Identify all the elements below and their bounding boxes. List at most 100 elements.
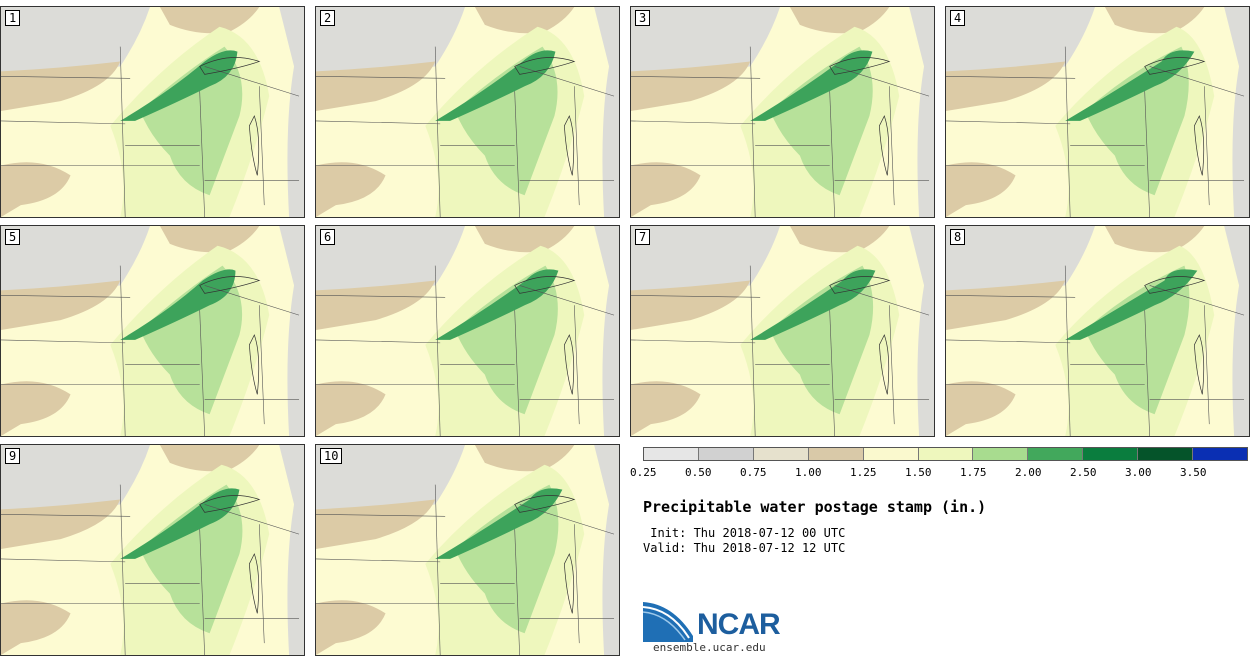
map-6 bbox=[316, 226, 619, 436]
tan-band bbox=[316, 162, 386, 217]
website-text: ensemble.ucar.edu bbox=[653, 641, 766, 654]
valid-time: Valid: Thu 2018-07-12 12 UTC bbox=[643, 541, 846, 555]
colorbar-swatch bbox=[1138, 448, 1194, 460]
dry-region bbox=[279, 226, 304, 436]
tan-band bbox=[631, 381, 701, 436]
lake-outline bbox=[199, 276, 261, 294]
moisture-region bbox=[1085, 265, 1190, 415]
lake-outline bbox=[564, 553, 575, 614]
panel-label: 8 bbox=[950, 229, 966, 245]
lake-outline bbox=[514, 57, 576, 75]
dry-region bbox=[1224, 226, 1249, 436]
tan-band bbox=[159, 7, 260, 34]
tan-band bbox=[631, 280, 751, 331]
tan-band bbox=[316, 61, 436, 112]
lake-outline bbox=[514, 495, 576, 513]
high-pw-band bbox=[120, 269, 236, 340]
panel-label: 4 bbox=[950, 10, 966, 26]
moisture-region bbox=[770, 46, 873, 196]
state-border bbox=[1144, 91, 1150, 217]
ncar-logo-text: NCAR bbox=[697, 608, 781, 641]
tan-band bbox=[316, 499, 436, 550]
high-pw-band bbox=[435, 488, 563, 559]
state-border bbox=[1, 514, 131, 517]
state-border bbox=[434, 46, 441, 217]
moisture-region bbox=[140, 265, 243, 415]
map-8 bbox=[946, 226, 1249, 436]
lake-outline bbox=[829, 57, 891, 75]
dry-region bbox=[909, 7, 934, 217]
lake-outline bbox=[879, 115, 890, 176]
dry-region bbox=[1224, 7, 1249, 217]
colorbar-tick: 2.50 bbox=[1070, 466, 1097, 479]
state-border bbox=[1, 76, 131, 79]
tan-band bbox=[1, 499, 121, 550]
state-border bbox=[316, 295, 446, 298]
member-panel-6: 6 bbox=[315, 225, 620, 437]
dry-region bbox=[594, 445, 619, 655]
lake-outline bbox=[1194, 334, 1205, 395]
state-border bbox=[573, 305, 580, 425]
tan-band bbox=[789, 226, 890, 253]
state-border bbox=[316, 558, 441, 563]
state-border bbox=[888, 86, 895, 206]
state-border bbox=[573, 524, 580, 644]
state-border bbox=[1, 558, 126, 563]
state-border bbox=[316, 514, 446, 517]
map-3 bbox=[631, 7, 934, 217]
colorbar-swatch bbox=[698, 448, 754, 460]
tan-band bbox=[316, 600, 386, 655]
moisture-region bbox=[1085, 46, 1189, 196]
tan-band bbox=[1, 600, 71, 655]
state-border bbox=[631, 339, 756, 344]
state-border bbox=[119, 484, 126, 655]
state-border bbox=[316, 76, 446, 79]
state-border bbox=[316, 120, 441, 125]
colorbar-tick: 1.50 bbox=[905, 466, 932, 479]
state-border bbox=[199, 91, 205, 217]
state-border bbox=[514, 529, 520, 655]
map-1 bbox=[1, 7, 304, 217]
colorbar-tick: 1.00 bbox=[795, 466, 822, 479]
colorbar-swatch bbox=[753, 448, 809, 460]
state-border bbox=[888, 305, 895, 425]
panel-label: 5 bbox=[5, 229, 21, 245]
member-panel-2: 2 bbox=[315, 6, 620, 218]
init-time: Init: Thu 2018-07-12 00 UTC bbox=[643, 526, 846, 540]
state-border bbox=[316, 339, 441, 344]
colorbar-swatch bbox=[644, 448, 699, 460]
member-panel-4: 4 bbox=[945, 6, 1250, 218]
tan-band bbox=[1104, 226, 1205, 253]
map-4 bbox=[946, 7, 1249, 217]
member-panel-8: 8 bbox=[945, 225, 1250, 437]
tan-band bbox=[316, 381, 386, 436]
state-border bbox=[1144, 310, 1150, 436]
state-border bbox=[631, 120, 756, 125]
state-border bbox=[946, 295, 1076, 298]
colorbar-tick: 0.75 bbox=[740, 466, 767, 479]
lake-outline bbox=[1144, 57, 1206, 75]
state-border bbox=[631, 76, 761, 79]
state-border bbox=[1, 295, 131, 298]
state-border bbox=[1064, 265, 1071, 436]
state-border bbox=[573, 86, 580, 206]
state-border bbox=[434, 265, 441, 436]
colorbar-swatch bbox=[973, 448, 1029, 460]
colorbar-tick: 3.50 bbox=[1180, 466, 1207, 479]
map-9 bbox=[1, 445, 304, 655]
moisture-region bbox=[455, 46, 558, 196]
tan-band bbox=[946, 162, 1016, 217]
lake-outline bbox=[829, 276, 891, 294]
colorbar-swatch bbox=[863, 448, 919, 460]
moisture-region bbox=[455, 484, 559, 634]
tan-band bbox=[474, 7, 575, 34]
high-pw-band bbox=[1065, 50, 1195, 121]
state-border bbox=[749, 46, 756, 217]
panel-label: 2 bbox=[320, 10, 336, 26]
tan-band bbox=[789, 7, 890, 34]
lake-outline bbox=[879, 334, 890, 395]
state-border bbox=[514, 91, 520, 217]
lake-outline bbox=[564, 115, 575, 176]
tan-band bbox=[946, 381, 1016, 436]
tan-band bbox=[159, 226, 260, 253]
